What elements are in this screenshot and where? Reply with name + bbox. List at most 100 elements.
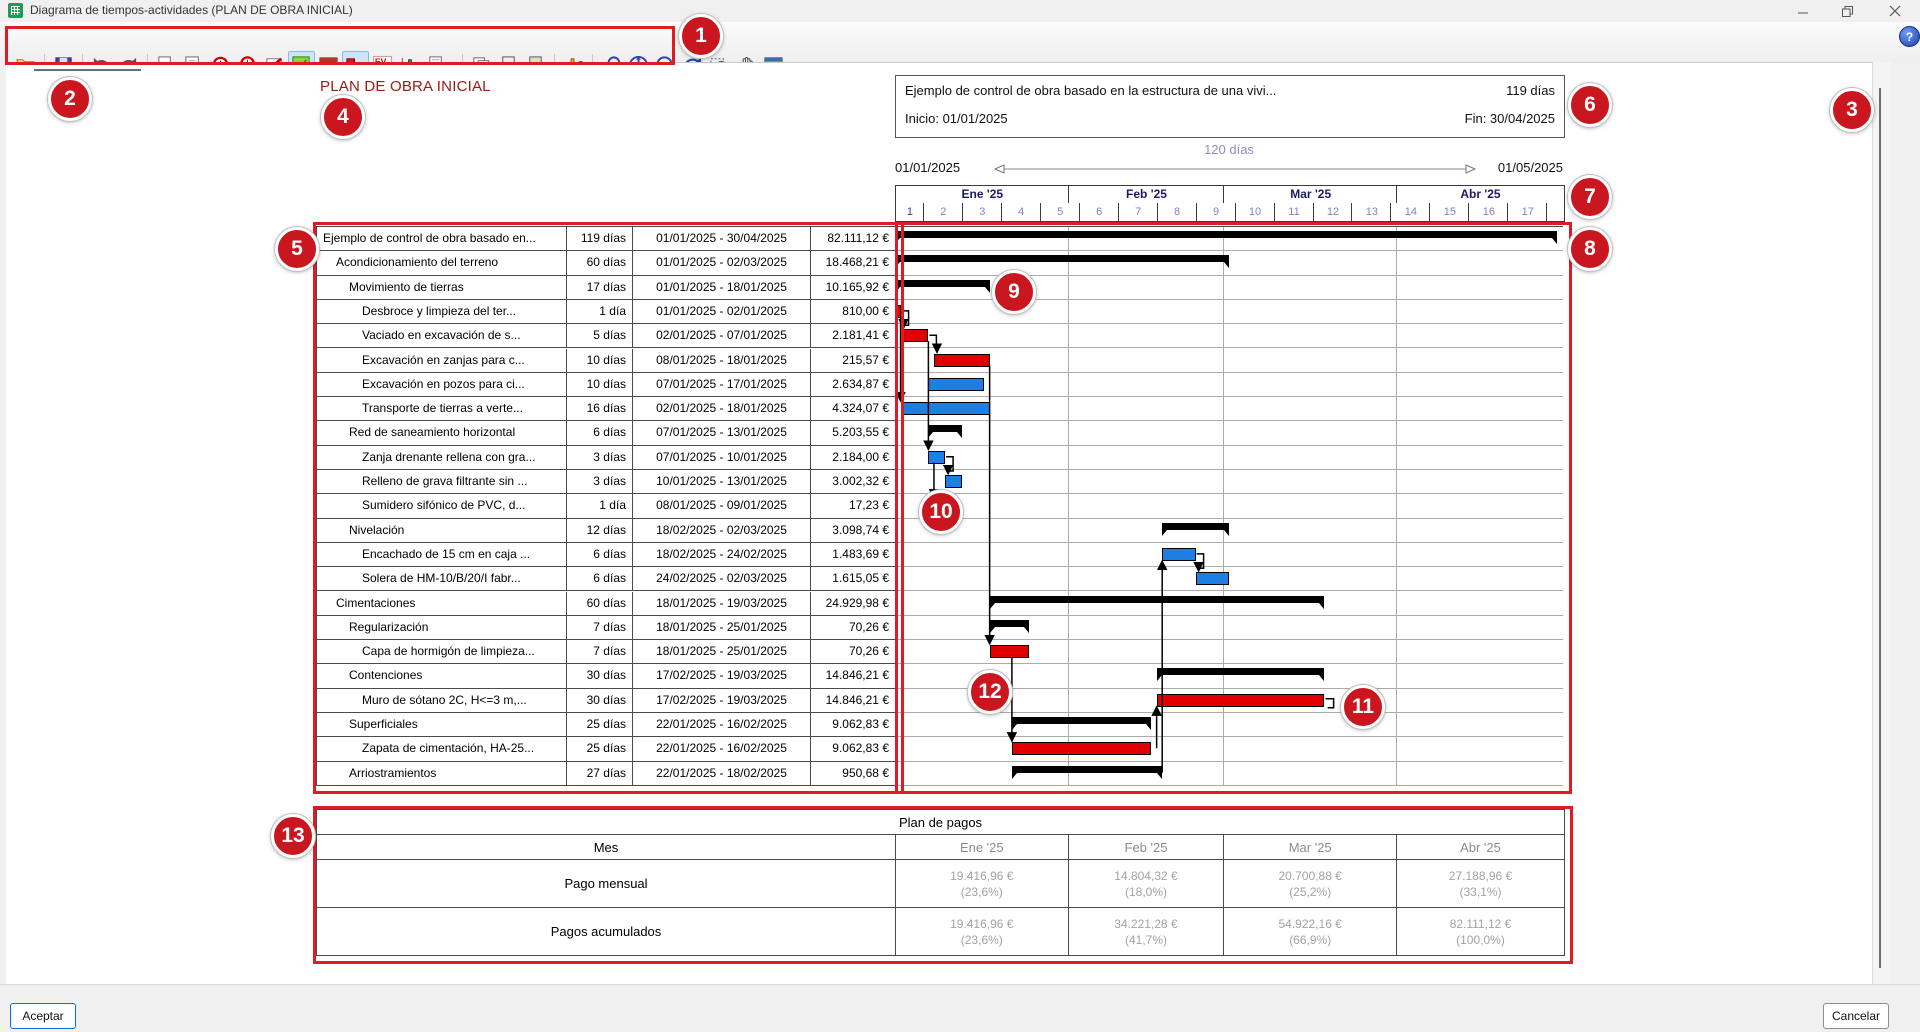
task-dates-cell: 07/01/2025 - 13/01/2025 [633, 421, 811, 446]
timescale-arrow [993, 164, 1477, 174]
task-duration-cell: 119 días [567, 227, 633, 252]
task-duration-cell: 60 días [567, 591, 633, 616]
gantt-row [895, 689, 1563, 713]
task-dates-cell: 07/01/2025 - 17/01/2025 [633, 372, 811, 398]
payments-month-cell: Mar '25 [1224, 835, 1397, 860]
week-header-cell: 7 [1117, 203, 1158, 222]
gantt-row [895, 251, 1563, 276]
summary-bar [989, 619, 1029, 633]
accept-button[interactable]: Aceptar [10, 1003, 76, 1029]
task-row: Relleno de grava filtrante sin ... 3 días… [317, 470, 896, 495]
task-name-cell: Ejemplo de control de obra basado en... [317, 227, 567, 252]
task-duration-cell: 6 días [567, 421, 633, 446]
task-name-cell: Zanja drenante rellena con gra... [317, 445, 567, 470]
task-row: Excavación en pozos para ci... 10 días 07/… [317, 372, 896, 398]
task-name-cell: Vaciado en excavación de s... [317, 324, 567, 349]
title-bar: Diagrama de tiempos-actividades (PLAN DE… [0, 0, 1920, 22]
vertical-scrollbar-thumb[interactable] [1879, 88, 1881, 968]
payments-title: Plan de pagos [317, 810, 1565, 835]
task-dates-cell: 08/01/2025 - 18/01/2025 [633, 348, 811, 373]
task-row: Cimentaciones 60 días 18/01/2025 - 19/03/2… [317, 591, 896, 616]
task-duration-cell: 30 días [567, 688, 633, 713]
task-row: Capa de hormigón de limpieza... 7 días 18/… [317, 640, 896, 665]
task-cost-cell: 18.468,21 € [811, 251, 896, 276]
task-cost-cell: 4.324,07 € [811, 397, 896, 422]
task-cost-cell: 17,23 € [811, 494, 896, 519]
vertical-scrollbar[interactable] [1872, 62, 1891, 984]
week-header-cell: 2 [922, 203, 963, 222]
gantt-chart-area [895, 226, 1563, 786]
project-end: Fin: 30/04/2025 [1464, 111, 1555, 126]
critical-task-bar [895, 304, 901, 318]
minimize-button[interactable] [1786, 0, 1820, 22]
payments-value-cell: 19.416,96 € (23,6%) [896, 908, 1069, 956]
task-row: Arriostramientos 27 días 22/01/2025 - 18/0… [317, 761, 896, 786]
task-duration-cell: 27 días [567, 761, 633, 786]
task-cost-cell: 1.483,69 € [811, 542, 896, 568]
payments-month-header: Mes [317, 835, 896, 860]
gantt-row [895, 421, 1563, 446]
close-button[interactable] [1878, 0, 1912, 22]
task-cost-cell: 3.098,74 € [811, 518, 896, 543]
gantt-row [895, 494, 1563, 519]
task-name-cell: Muro de sótano 2C, H<=3 m,... [317, 688, 567, 713]
summary-bar [1011, 765, 1163, 779]
task-row: Sumidero sifónico de PVC, d... 1 día 08/01… [317, 494, 896, 519]
payments-row-label: Pagos acumulados [317, 908, 896, 956]
payments-value-cell: 20.700,88 € (25,2%) [1224, 860, 1397, 908]
task-row: Solera de HM-10/B/20/I fabr... 6 días 24/0… [317, 567, 896, 592]
week-header-cell: 8 [1156, 203, 1197, 222]
task-row: Ejemplo de control de obra basado en... 1… [317, 227, 896, 252]
payments-value-cell: 14.804,32 € (18,0%) [1068, 860, 1225, 908]
task-dates-cell: 08/01/2025 - 09/01/2025 [633, 494, 811, 519]
task-row: Nivelación 12 días 18/02/2025 - 02/03/2025… [317, 518, 896, 543]
task-dates-cell: 22/01/2025 - 16/02/2025 [633, 713, 811, 738]
task-cost-cell: 3.002,32 € [811, 470, 896, 495]
gantt-row [895, 519, 1563, 543]
week-header-cell: 3 [961, 203, 1002, 222]
payments-value-cell: 34.221,28 € (41,7%) [1068, 908, 1225, 956]
task-name-cell: Capa de hormigón de limpieza... [317, 640, 567, 665]
restore-button[interactable] [1830, 0, 1864, 22]
gantt-row [895, 543, 1563, 568]
task-row: Acondicionamiento del terreno 60 días 01/0… [317, 251, 896, 276]
task-row: Muro de sótano 2C, H<=3 m,... 30 días 17/0… [317, 688, 896, 713]
summary-bar [1156, 668, 1324, 682]
task-duration-cell: 12 días [567, 518, 633, 543]
gantt-row [895, 349, 1563, 373]
task-dates-cell: 01/01/2025 - 02/01/2025 [633, 299, 811, 325]
toolbar: EVM▼x2 [0, 22, 1920, 79]
timescale-total: 120 días [1204, 142, 1254, 157]
task-duration-cell: 6 días [567, 567, 633, 592]
week-header-cell: 12 [1312, 203, 1353, 222]
task-duration-cell: 3 días [567, 445, 633, 470]
task-name-cell: Transporte de tierras a verte... [317, 397, 567, 422]
month-header-cell: Feb '25 [1067, 185, 1225, 204]
task-dates-cell: 22/01/2025 - 18/02/2025 [633, 761, 811, 786]
task-name-cell: Relleno de grava filtrante sin ... [317, 470, 567, 495]
help-icon[interactable]: ? [1899, 26, 1920, 47]
task-duration-cell: 25 días [567, 737, 633, 762]
critical-task-bar [1156, 693, 1324, 707]
project-info-box: Ejemplo de control de obra basado en la … [895, 75, 1565, 138]
payments-row-label: Pago mensual [317, 860, 896, 908]
gantt-row [895, 616, 1563, 641]
summary-bar [895, 231, 1558, 244]
gantt-row [895, 276, 1563, 300]
horizontal-scrollbar-thumb[interactable] [34, 69, 141, 71]
task-table: Ejemplo de control de obra basado en... 1… [316, 226, 896, 786]
cancel-button[interactable]: Cancelar [1823, 1003, 1889, 1029]
task-row: Movimiento de tierras 17 días 01/01/2025 -… [317, 275, 896, 300]
task-name-cell: Contenciones [317, 664, 567, 689]
task-dates-cell: 01/01/2025 - 02/03/2025 [633, 251, 811, 276]
task-cost-cell: 950,68 € [811, 761, 896, 786]
task-cost-cell: 10.165,92 € [811, 275, 896, 300]
task-row: Superficiales 25 días 22/01/2025 - 16/02/2… [317, 713, 896, 738]
critical-task-bar [1011, 742, 1152, 756]
task-dates-cell: 02/01/2025 - 07/01/2025 [633, 324, 811, 349]
page-title: PLAN DE OBRA INICIAL [320, 78, 491, 95]
task-bar [900, 402, 990, 416]
gantt-row [895, 737, 1563, 762]
payments-month-cell: Abr '25 [1397, 835, 1565, 860]
task-duration-cell: 60 días [567, 251, 633, 276]
